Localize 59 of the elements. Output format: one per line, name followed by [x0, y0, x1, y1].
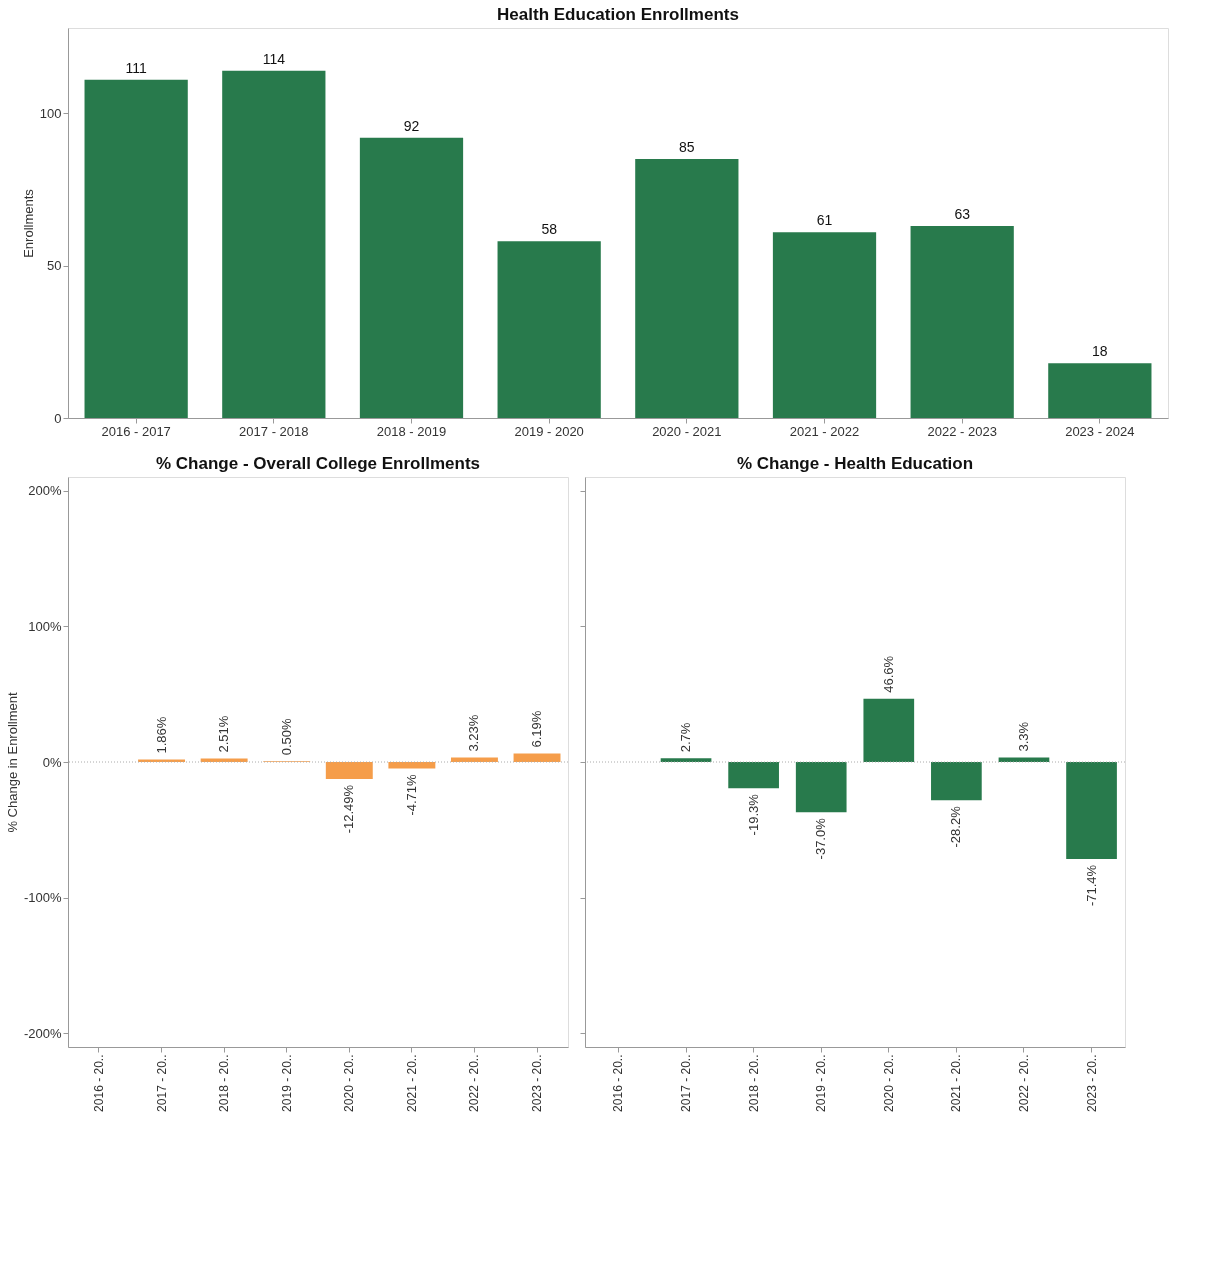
data-label: 3.23%	[466, 714, 482, 752]
data-label: -37.0%	[813, 817, 829, 860]
y-axis-title: Enrollments	[20, 188, 36, 258]
data-label: -4.71%	[403, 773, 419, 816]
x-tick-label: 2021 - 20..	[404, 1054, 419, 1112]
x-tick-label: 2022 - 2023	[927, 423, 997, 439]
x-tick-label: 2020 - 20..	[342, 1054, 357, 1112]
data-label: 114	[262, 50, 286, 67]
y-tick-label: 50	[47, 258, 62, 274]
data-label: 1.86%	[153, 716, 169, 754]
x-tick-label: 2023 - 20..	[530, 1054, 545, 1112]
x-tick-label: 2020 - 20..	[881, 1054, 896, 1112]
y-axis-title: % Change in Enrollment	[4, 692, 20, 833]
data-label: -28.2%	[948, 805, 964, 848]
x-tick-label: 2019 - 20..	[279, 1054, 294, 1112]
data-label: -12.49%	[341, 784, 357, 834]
x-tick-label: 2017 - 20..	[679, 1054, 694, 1112]
chart-title: % Change - Overall College Enrollments	[155, 454, 481, 473]
y-tick-label: 100	[39, 105, 62, 121]
x-tick-label: 2018 - 20..	[217, 1054, 232, 1112]
data-label: 63	[954, 206, 971, 223]
x-tick-label: 2021 - 20..	[949, 1054, 964, 1112]
x-tick-label: 2023 - 20..	[1084, 1054, 1099, 1112]
x-tick-label: 2016 - 2017	[101, 423, 171, 439]
chart-title: % Change - Health Education	[736, 454, 974, 473]
x-tick-label: 2019 - 20..	[814, 1054, 829, 1112]
x-tick-label: 2016 - 20..	[91, 1054, 106, 1112]
y-tick-label: 100%	[28, 618, 62, 634]
data-label: 2.7%	[678, 722, 694, 753]
data-label: 3.3%	[1015, 721, 1031, 752]
x-tick-label: 2018 - 2019	[376, 423, 447, 439]
data-label: 58	[541, 221, 558, 238]
y-tick-label: -100%	[23, 890, 62, 906]
x-tick-label: 2021 - 2022	[789, 423, 860, 439]
x-tick-label: 2018 - 20..	[746, 1054, 761, 1112]
x-tick-label: 2020 - 2021	[652, 423, 722, 439]
data-label: 61	[816, 212, 833, 229]
x-tick-label: 2017 - 20..	[154, 1054, 169, 1112]
x-tick-label: 2017 - 2018	[239, 423, 309, 439]
data-label: 92	[403, 117, 420, 134]
chart-title: Health Education Enrollments	[497, 5, 739, 24]
data-label: 0.50%	[278, 718, 294, 756]
y-tick-label: 0	[54, 410, 62, 426]
x-tick-label: 2019 - 2020	[514, 423, 584, 439]
x-tick-label: 2023 - 2024	[1065, 423, 1135, 439]
y-tick-label: 200%	[28, 483, 62, 499]
y-tick-label: -200%	[23, 1025, 62, 1041]
x-tick-label: 2016 - 20..	[611, 1054, 626, 1112]
data-label: 18	[1092, 343, 1108, 360]
data-label: -71.4%	[1083, 864, 1099, 907]
data-label: 111	[125, 59, 147, 76]
x-tick-label: 2022 - 20..	[1016, 1054, 1031, 1112]
data-label: 85	[679, 139, 695, 156]
data-label: -19.3%	[745, 793, 761, 836]
data-label: 46.6%	[880, 655, 896, 693]
data-label: 6.19%	[529, 710, 545, 748]
data-label: 2.51%	[216, 715, 232, 753]
x-tick-label: 2022 - 20..	[467, 1054, 482, 1112]
y-tick-label: 0%	[42, 754, 62, 770]
